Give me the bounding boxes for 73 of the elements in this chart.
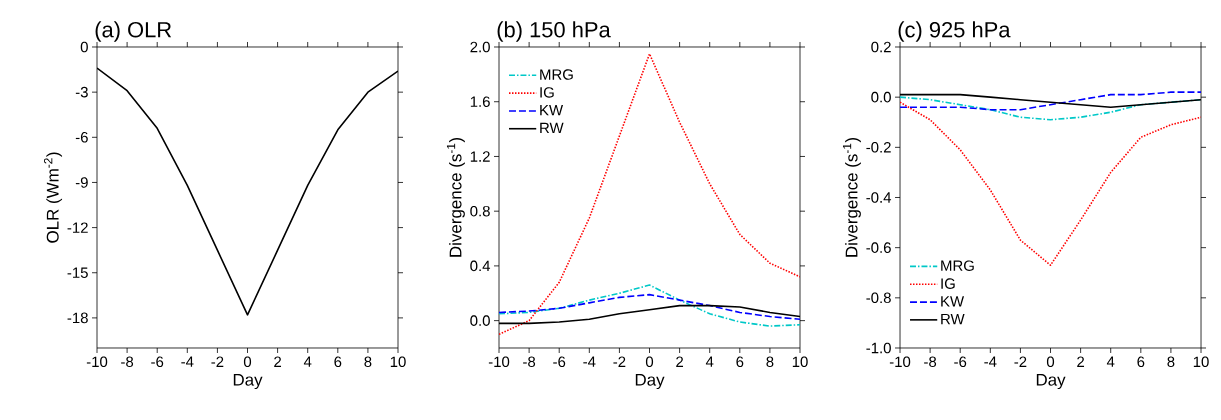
legend-label: MRG <box>941 260 974 271</box>
y-tick-label: -6 <box>75 132 88 143</box>
x-tick-label: 0 <box>243 356 252 368</box>
x-axis-title: Day <box>1036 373 1066 390</box>
y-tick-label: -3 <box>75 86 88 98</box>
x-tick-label: -6 <box>553 356 566 368</box>
x-tick-label: 0 <box>645 356 654 368</box>
x-tick-label: 4 <box>303 356 312 367</box>
x-tick-label: -2 <box>211 356 224 367</box>
x-tick-label: -8 <box>924 356 937 368</box>
chart-title: (c) 925 hPa <box>898 21 1011 42</box>
y-tick-label: 0.2 <box>871 41 891 53</box>
line-series <box>499 53 801 336</box>
y-tick-label: -1.0 <box>866 342 891 354</box>
y-tick-label: -0.2 <box>866 142 891 153</box>
legend-label: RW <box>941 313 965 325</box>
y-tick-label: 1.2 <box>470 151 490 162</box>
y-tick-label: 2.0 <box>470 41 490 53</box>
x-tick-label: -10 <box>86 356 108 368</box>
y-tick-label: 0.0 <box>470 315 490 326</box>
x-axis-title: Day <box>635 373 665 390</box>
chart-title: (b) 150 hPa <box>497 21 611 42</box>
y-tick-label: -0.8 <box>866 292 891 304</box>
x-axis-title: Day <box>233 373 263 390</box>
x-tick-label: 6 <box>736 356 744 368</box>
y-tick-label: -9 <box>75 177 88 188</box>
x-tick-label: 10 <box>792 356 808 368</box>
y-tick-label: 0.4 <box>470 260 491 272</box>
x-tick-label: -10 <box>488 356 510 368</box>
x-tick-label: -4 <box>181 356 194 367</box>
legend-label: KW <box>941 296 965 307</box>
x-tick-label: -4 <box>984 356 997 367</box>
x-tick-label: 2 <box>1077 356 1085 367</box>
y-tick-label: 0 <box>80 41 88 53</box>
x-tick-label: 10 <box>390 356 406 368</box>
y-axis-title: OLR (Wm$^{-2}$) <box>44 152 63 243</box>
x-tick-label: -4 <box>583 356 596 367</box>
y-axis-title: Divergence (s$^{-1}$) <box>446 137 465 257</box>
x-tick-label: -6 <box>954 356 967 368</box>
x-tick-label: 8 <box>1167 356 1175 368</box>
y-tick-label: -0.6 <box>866 242 891 253</box>
legend-label: IG <box>941 278 955 289</box>
x-tick-label: -6 <box>151 356 164 368</box>
x-tick-label: 10 <box>1193 356 1209 368</box>
x-tick-label: 8 <box>364 356 372 368</box>
line-series <box>499 293 801 321</box>
x-tick-label: 4 <box>705 356 714 367</box>
legend-label: IG <box>540 87 554 98</box>
y-tick-label: 0.0 <box>871 91 891 103</box>
x-tick-label: -2 <box>613 356 626 367</box>
y-tick-label: -12 <box>67 222 88 233</box>
legend-label: KW <box>540 105 564 116</box>
line-series <box>499 284 801 327</box>
y-tick-label: -0.4 <box>866 192 892 203</box>
x-tick-label: -8 <box>121 356 134 368</box>
x-tick-label: 0 <box>1046 356 1055 368</box>
y-tick-label: -15 <box>67 267 88 278</box>
x-tick-label: 4 <box>1106 356 1115 367</box>
x-tick-label: 6 <box>1137 356 1145 368</box>
x-tick-label: -8 <box>523 356 536 368</box>
legend-label: RW <box>540 122 564 134</box>
chart-title: (a) OLR <box>95 21 172 42</box>
x-tick-label: -2 <box>1014 356 1027 367</box>
x-tick-label: 2 <box>676 356 684 367</box>
legend-label: MRG <box>540 69 573 80</box>
y-axis-title: Divergence (s$^{-1}$) <box>842 137 861 257</box>
y-tick-label: -18 <box>67 312 88 324</box>
y-tick-label: 0.8 <box>470 205 490 217</box>
x-tick-label: 2 <box>274 356 282 367</box>
y-tick-label: 1.6 <box>470 96 490 108</box>
x-tick-label: 8 <box>766 356 774 368</box>
x-tick-label: -10 <box>889 356 911 368</box>
x-tick-label: 6 <box>334 356 342 368</box>
